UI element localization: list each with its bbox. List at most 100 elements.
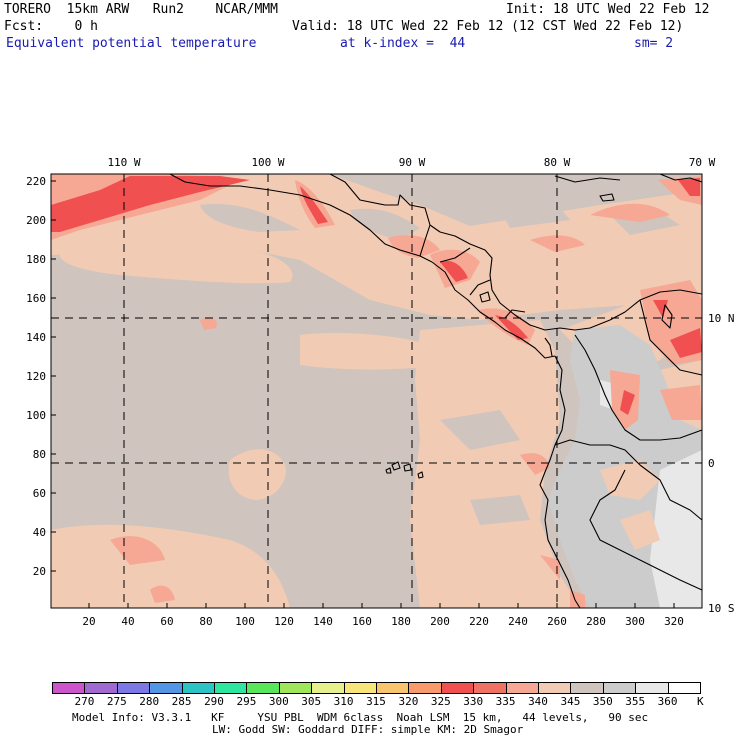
- x-tick-label: 180: [391, 615, 411, 628]
- valid-time: Valid: 18 UTC Wed 22 Feb 12 (12 CST Wed …: [292, 19, 684, 34]
- galapagos-2: [403, 463, 412, 472]
- colorbar-swatch: [473, 682, 507, 694]
- x-tick-label: 220: [469, 615, 489, 628]
- cuba-tip: [554, 175, 621, 183]
- nicaragua-lake: [479, 291, 491, 303]
- colorbar-swatch: [278, 682, 313, 694]
- y-tick-label: 60: [33, 487, 46, 500]
- y-tick-label: 80: [33, 448, 46, 461]
- colorbar-label: 275: [106, 695, 127, 708]
- colorbar-swatch: [505, 682, 539, 694]
- yucatan-coast: [329, 173, 441, 233]
- x-tick-label: 80: [199, 615, 212, 628]
- lat-label-10s: 10 S: [708, 602, 735, 615]
- s-america-north: [574, 289, 703, 331]
- x-tick-label: 160: [352, 615, 372, 628]
- model-title: TORERO 15km ARW Run2 NCAR/MMM: [4, 2, 278, 17]
- lon-label-70w: 70 W: [689, 156, 716, 169]
- border-gm: [419, 224, 431, 257]
- colorbar-swatch: [246, 682, 280, 694]
- colorbar-swatch: [635, 682, 669, 694]
- colorbar-label: 355: [625, 695, 646, 708]
- physics-info: LW: Godd SW: Goddard DIFF: simple KM: 2D…: [212, 723, 524, 736]
- colorbar-swatch: [343, 682, 377, 694]
- level-index: at k-index = 44: [340, 36, 466, 51]
- y-tick-label: 140: [26, 331, 46, 344]
- lat-label-0: 0: [708, 457, 715, 470]
- y-ticks: [51, 180, 56, 572]
- colorbar-swatch: [440, 682, 475, 694]
- border-nc: [504, 309, 526, 319]
- peru-border: [639, 464, 703, 521]
- y-tick-label: 120: [26, 370, 46, 383]
- map-frame: [50, 173, 703, 609]
- colombia-border: [574, 334, 703, 441]
- colorbar-swatch: [408, 682, 442, 694]
- galapagos-1: [391, 461, 401, 471]
- lon-label-90w: 90 W: [399, 156, 426, 169]
- coastlines: [169, 173, 703, 609]
- lat-label-10n: 10 N: [708, 312, 735, 325]
- colorbar-label: 295: [236, 695, 257, 708]
- init-time: Init: 18 UTC Wed 22 Feb 12: [506, 2, 710, 17]
- colorbar-label: 290: [204, 695, 224, 708]
- x-tick-label: 320: [664, 615, 684, 628]
- field-345-350: [200, 204, 680, 525]
- y-tick-label: 20: [33, 565, 46, 578]
- colorbar-label: 310: [333, 695, 354, 708]
- border-gh: [439, 247, 471, 263]
- colorbar-label: 280: [139, 695, 160, 708]
- x-tick-label: 260: [547, 615, 567, 628]
- colorbar-label: 325: [430, 695, 451, 708]
- colorbar-swatch: [311, 682, 345, 694]
- field-name: Equivalent potential temperature: [6, 36, 257, 51]
- x-tick-label: 20: [82, 615, 95, 628]
- lake-maracaibo: [661, 304, 673, 329]
- lon-label-100w: 100 W: [251, 156, 284, 169]
- x-tick-label: 280: [586, 615, 606, 628]
- colorbar-swatch: [376, 682, 410, 694]
- x-tick-label: 140: [313, 615, 333, 628]
- colorbar-swatch: [602, 682, 637, 694]
- colorbar-swatch: [570, 682, 604, 694]
- colorbar-label: 320: [398, 695, 419, 708]
- model-info: Model Info: V3.3.1 KF YSU PBL WDM 6class…: [72, 711, 649, 724]
- central-america-caribbean: [439, 231, 576, 331]
- y-tick-label: 180: [26, 253, 46, 266]
- colorbar-swatch: [538, 682, 572, 694]
- x-tick-label: 60: [160, 615, 173, 628]
- colorbar-swatch: [149, 682, 183, 694]
- colorbar-swatch: [52, 682, 86, 694]
- smoothing: sm= 2: [634, 36, 674, 51]
- y-tick-label: 220: [26, 175, 46, 188]
- colorbar-unit: K: [697, 695, 704, 708]
- colorbar-label: 345: [560, 695, 581, 708]
- ecuador-border: [554, 439, 641, 466]
- colorbar-swatch: [84, 682, 118, 694]
- y-tick-label: 40: [33, 526, 46, 539]
- x-tick-label: 120: [274, 615, 294, 628]
- colorbar-label: 335: [495, 695, 516, 708]
- colorbar-label: 285: [171, 695, 192, 708]
- colorbar-label: 350: [592, 695, 613, 708]
- colorbar-label: 340: [528, 695, 548, 708]
- jamaica: [599, 193, 615, 202]
- colorbar-label: 270: [74, 695, 95, 708]
- field-325-330: [51, 176, 702, 415]
- x-ticks: [88, 603, 675, 608]
- galapagos-4: [417, 471, 424, 479]
- colorbar-swatch: [667, 682, 701, 694]
- colorbar-swatch: [214, 682, 248, 694]
- s-america-west: [539, 355, 581, 609]
- graticule: [51, 174, 702, 608]
- x-tick-label: 100: [235, 615, 255, 628]
- colorbar-label: 330: [463, 695, 484, 708]
- x-tick-label: 300: [625, 615, 645, 628]
- y-tick-label: 160: [26, 292, 46, 305]
- central-america-pacific: [431, 261, 556, 359]
- colorbar-label: 300: [268, 695, 289, 708]
- andes-border: [589, 469, 703, 591]
- x-tick-label: 240: [508, 615, 528, 628]
- lon-label-80w: 80 W: [544, 156, 571, 169]
